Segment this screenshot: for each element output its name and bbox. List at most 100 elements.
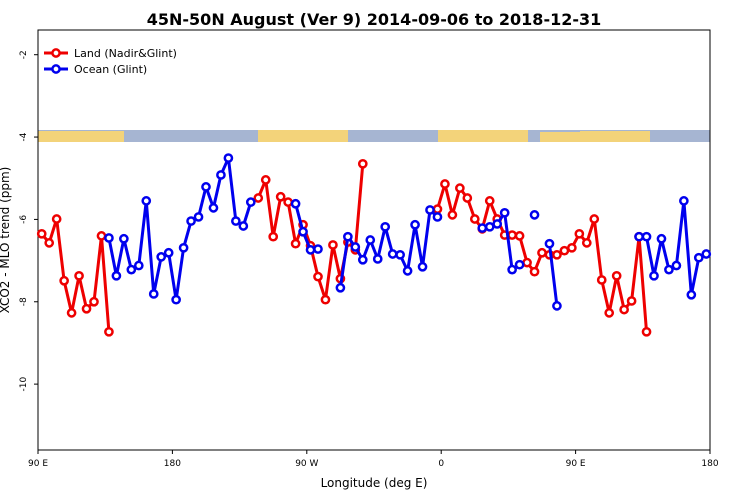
- point: [477, 223, 488, 233]
- series-line: [107, 156, 707, 307]
- point: [290, 198, 301, 209]
- point: [141, 196, 152, 206]
- point: [357, 254, 368, 265]
- y-axis-label: XCO2 - MLO trend (ppm): [0, 167, 12, 314]
- plot-frame: [37, 29, 711, 451]
- point: [223, 153, 234, 163]
- y-tick-label: -6: [19, 215, 29, 224]
- point: [469, 214, 480, 224]
- point: [163, 247, 174, 258]
- point: [51, 214, 62, 224]
- point: [611, 270, 622, 281]
- point: [619, 304, 629, 315]
- point: [492, 219, 503, 229]
- point: [238, 221, 249, 231]
- point: [156, 252, 167, 262]
- point: [514, 231, 525, 241]
- point: [365, 235, 376, 245]
- legend-label: Land (Nadir&Glint): [74, 47, 177, 60]
- point: [634, 231, 644, 242]
- point: [522, 257, 532, 268]
- y-tick-label: -4: [19, 132, 29, 141]
- y-tick-label: -10: [19, 376, 29, 391]
- point: [626, 296, 637, 306]
- point: [81, 303, 92, 314]
- point: [59, 275, 69, 286]
- point: [581, 238, 592, 248]
- point: [537, 247, 547, 258]
- x-tick-label: 180: [701, 459, 718, 469]
- point: [432, 212, 443, 222]
- point: [552, 301, 562, 311]
- legend-marker: [51, 48, 61, 58]
- point: [320, 294, 331, 305]
- point: [36, 228, 47, 239]
- x-axis-label: Longitude (deg E): [321, 476, 428, 490]
- point: [305, 245, 316, 255]
- map-land: [540, 132, 580, 142]
- point: [313, 271, 323, 282]
- point: [544, 238, 555, 249]
- point: [499, 207, 510, 218]
- point: [686, 289, 697, 300]
- point: [380, 221, 391, 232]
- point: [66, 308, 77, 318]
- point: [641, 326, 652, 337]
- map-land: [580, 131, 650, 142]
- point: [529, 210, 540, 220]
- point: [507, 230, 517, 240]
- point: [245, 197, 256, 207]
- point: [604, 308, 615, 318]
- point: [574, 228, 585, 239]
- legend-item: Land (Nadir&Glint): [44, 47, 177, 60]
- y-tick-label: -2: [19, 50, 29, 59]
- x-tick-label: 90 E: [566, 459, 586, 469]
- point: [171, 294, 181, 305]
- point: [216, 170, 226, 180]
- point: [96, 231, 107, 241]
- point: [126, 264, 137, 275]
- point: [656, 233, 667, 244]
- y-tick-label: -8: [19, 297, 29, 306]
- point: [119, 233, 129, 244]
- point: [552, 249, 562, 260]
- point: [253, 193, 264, 203]
- point: [425, 205, 435, 215]
- point: [529, 266, 540, 277]
- point: [693, 252, 704, 263]
- point: [44, 238, 55, 248]
- point: [275, 191, 286, 202]
- point: [589, 214, 600, 224]
- point: [671, 260, 682, 271]
- point: [89, 296, 99, 307]
- point: [298, 226, 308, 237]
- point: [567, 242, 577, 253]
- point: [148, 289, 159, 299]
- point: [313, 244, 323, 254]
- point: [343, 231, 353, 242]
- point: [357, 158, 368, 169]
- point: [679, 196, 689, 206]
- point: [484, 196, 495, 206]
- point: [387, 249, 398, 259]
- x-tick-label: 180: [164, 459, 181, 469]
- legend-marker: [51, 64, 61, 74]
- point: [335, 282, 346, 293]
- point: [701, 249, 712, 259]
- point: [596, 275, 607, 285]
- point: [193, 212, 204, 222]
- map-land: [38, 131, 124, 142]
- series: [104, 153, 712, 311]
- point: [395, 249, 405, 260]
- legend-item: Ocean (Glint): [44, 63, 147, 76]
- point: [649, 270, 659, 281]
- map-land: [258, 130, 348, 142]
- point: [328, 240, 338, 250]
- point: [402, 266, 413, 276]
- point: [133, 260, 144, 271]
- point: [231, 216, 241, 226]
- point: [201, 182, 211, 192]
- point: [447, 210, 458, 220]
